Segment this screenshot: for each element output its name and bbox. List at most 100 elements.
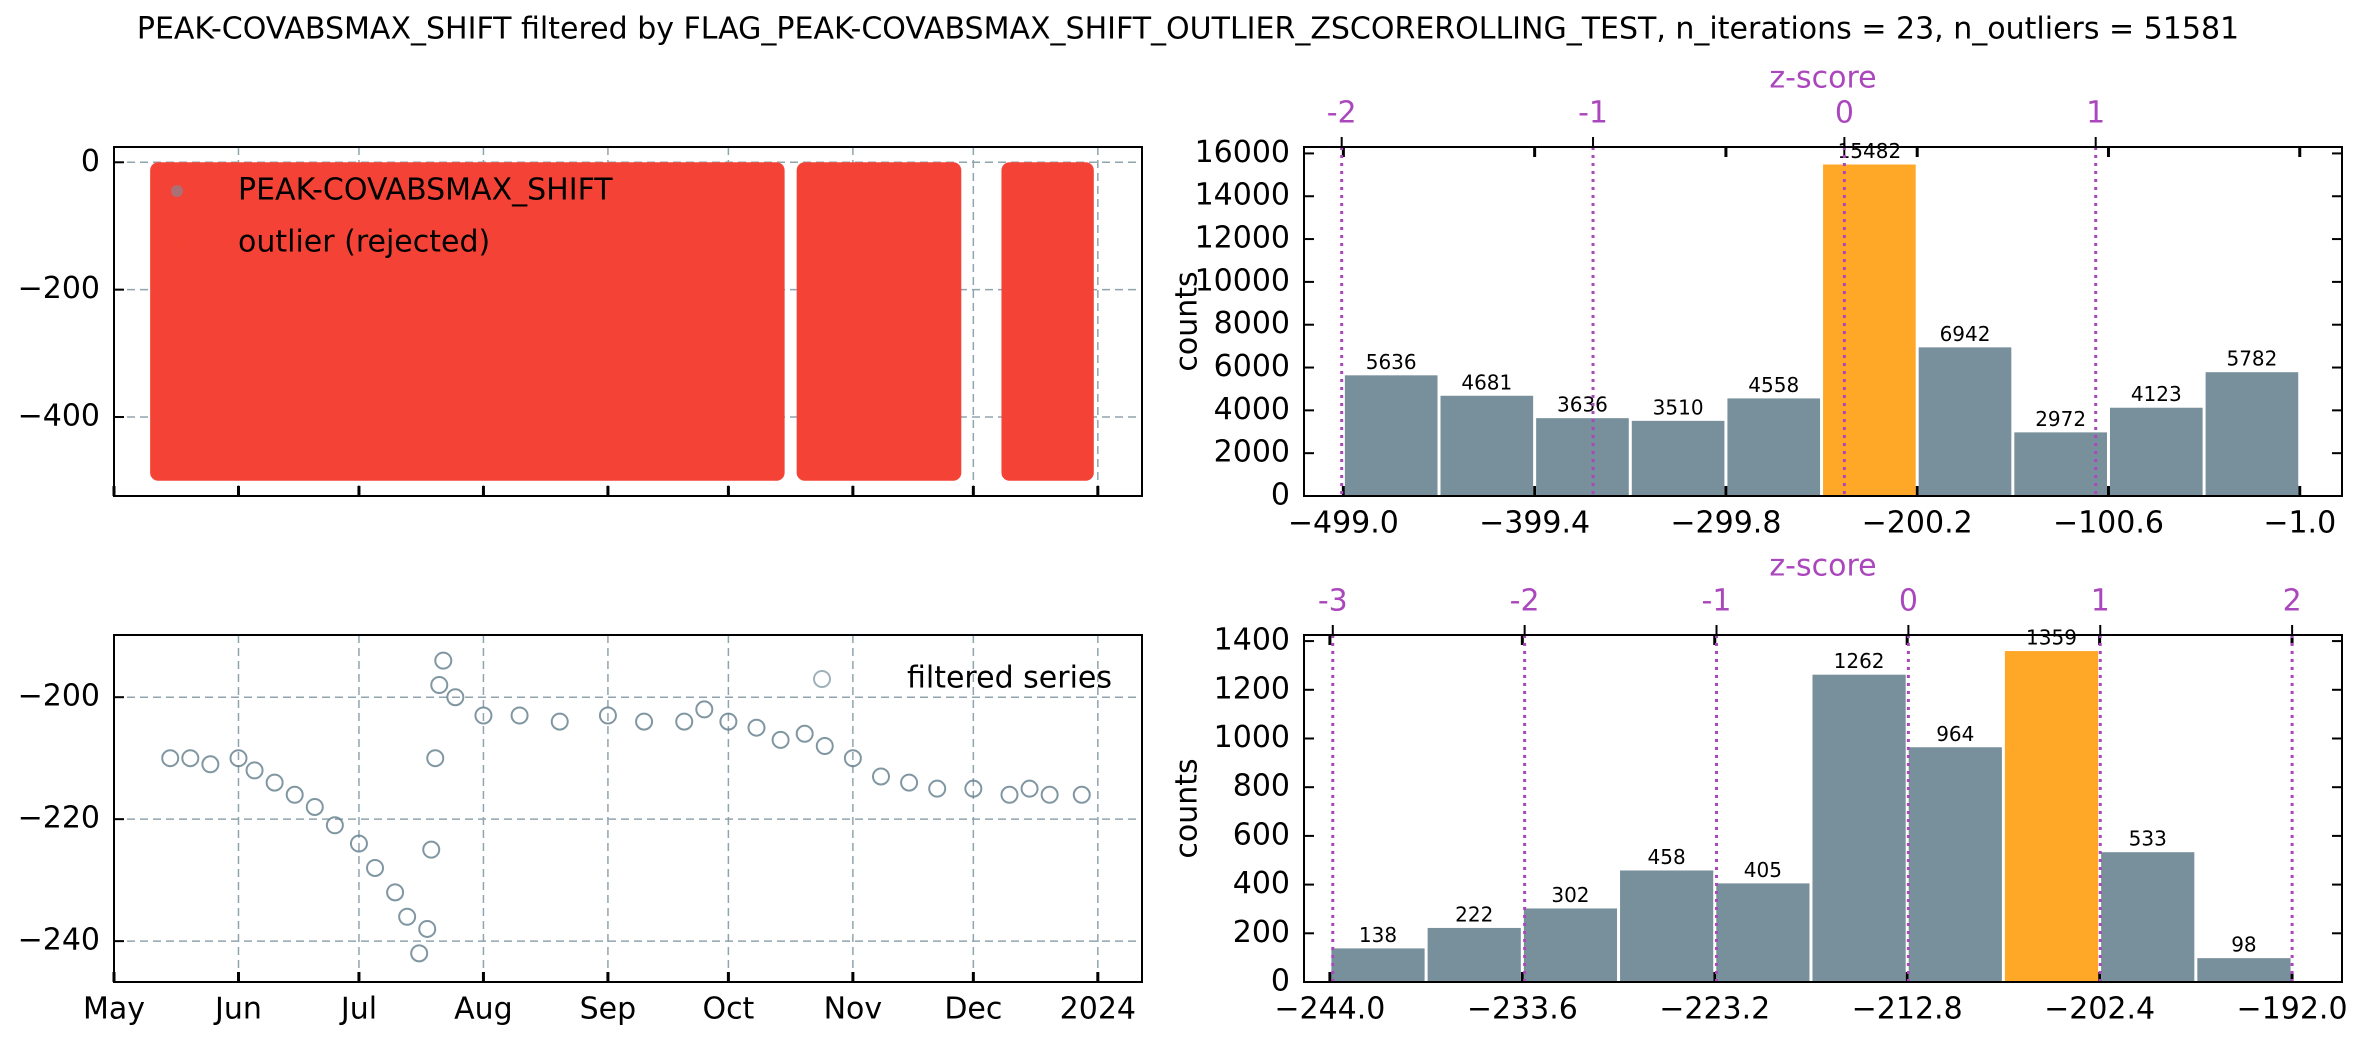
x-tick-label: −399.4 [1479, 506, 1590, 541]
point [265, 773, 284, 792]
x-tick-label: −202.4 [2044, 992, 2155, 1027]
y-tick-label: −240 [18, 923, 100, 958]
bar-label: 4558 [1748, 373, 1799, 397]
bar [2197, 958, 2291, 982]
bar-label: 4681 [1461, 370, 1512, 394]
point [635, 712, 654, 731]
x-tick-label: May [83, 992, 145, 1027]
outlier-region [1001, 162, 1094, 481]
x2-tick-label: 1 [2091, 584, 2110, 619]
bar [1727, 398, 1821, 496]
point [422, 840, 441, 859]
y-tick-label: 1000 [1214, 720, 1290, 755]
point [550, 712, 569, 731]
point [349, 834, 368, 853]
point [366, 858, 385, 877]
point [719, 712, 738, 731]
bar [1536, 418, 1629, 496]
point [964, 779, 983, 798]
bar [1620, 870, 1714, 982]
outlier-region [150, 162, 785, 481]
point [1072, 785, 1091, 804]
y-tick-label: 2000 [1214, 435, 1290, 470]
point [871, 767, 890, 786]
x2-tick-label: 1 [2086, 96, 2105, 131]
bar [1523, 908, 1618, 982]
bar-label: 5636 [1366, 350, 1417, 374]
x-tick-label: −233.6 [1467, 992, 1578, 1027]
point [430, 676, 449, 695]
bar-label: 1359 [2026, 626, 2077, 650]
bar [1716, 883, 1810, 982]
point [695, 700, 714, 719]
bar [1344, 375, 1438, 496]
x2-tick-label: -1 [1578, 96, 1608, 131]
x-tick-label: −200.2 [1862, 506, 1973, 541]
y-tick-label: 600 [1233, 817, 1290, 852]
x2-tick-label: -1 [1702, 584, 1732, 619]
y-tick-label: −200 [18, 679, 100, 714]
bar [1812, 674, 1906, 982]
x2-axis-label: z-score [1769, 549, 1876, 584]
bar [1908, 747, 2002, 982]
point [410, 944, 429, 963]
x-tick-label: −223.2 [1659, 992, 1770, 1027]
x-tick-label: Nov [824, 992, 883, 1027]
axes-frame [113, 634, 1143, 983]
x2-tick-label: 0 [1899, 584, 1918, 619]
point [815, 736, 834, 755]
y-tick-label: 1400 [1214, 623, 1290, 658]
x2-tick-label: 0 [1835, 96, 1854, 131]
y-axis-label: counts [1170, 271, 1205, 371]
bar-label: 4123 [2131, 382, 2182, 406]
outlier-region [796, 162, 962, 481]
bar-label: 964 [1936, 722, 1974, 746]
bar-label: 302 [1551, 883, 1589, 907]
point [474, 706, 493, 725]
bar [2101, 852, 2195, 982]
point [1020, 779, 1039, 798]
bar-label: 15482 [1838, 139, 1902, 163]
y-tick-label: 14000 [1195, 178, 1290, 213]
legend-label: PEAK-COVABSMAX_SHIFT [238, 173, 613, 208]
bar [1823, 164, 1916, 497]
point [1040, 785, 1059, 804]
point [1000, 785, 1019, 804]
point [201, 755, 220, 774]
bar-label: 98 [2231, 933, 2256, 957]
point [285, 785, 304, 804]
x2-axis-label: z-score [1769, 61, 1876, 96]
bar-label: 222 [1455, 902, 1493, 926]
bar [1427, 927, 1521, 982]
point [245, 761, 264, 780]
bar-label: 138 [1359, 923, 1397, 947]
y-tick-label: 200 [1233, 915, 1290, 950]
axes-frame [1303, 634, 2343, 983]
x2-tick-label: 2 [2283, 584, 2302, 619]
x2-tick-label: -2 [1510, 584, 1540, 619]
axes-frame [113, 146, 1143, 497]
x-tick-label: −299.8 [1670, 506, 1781, 541]
y-tick-label: 400 [1233, 866, 1290, 901]
y-tick-label: 8000 [1214, 306, 1290, 341]
y-tick-label: −400 [18, 399, 100, 434]
x-tick-label: −1.0 [2263, 506, 2336, 541]
bar [2205, 372, 2299, 496]
x-tick-label: Sep [580, 992, 637, 1027]
point [598, 706, 617, 725]
point [325, 816, 344, 835]
legend-marker [171, 185, 183, 197]
point [386, 883, 405, 902]
point [747, 718, 766, 737]
bar-label: 6942 [1940, 322, 1991, 346]
legend-marker [171, 237, 183, 249]
point [418, 919, 437, 938]
x-tick-label: Jun [213, 992, 262, 1027]
point [843, 749, 862, 768]
x-tick-label: Dec [944, 992, 1002, 1027]
x-tick-label: 2024 [1060, 992, 1136, 1027]
bar [1631, 420, 1725, 496]
bar-label: 458 [1648, 845, 1686, 869]
bar-label: 1262 [1834, 649, 1885, 673]
x-tick-label: −212.8 [1852, 992, 1963, 1027]
